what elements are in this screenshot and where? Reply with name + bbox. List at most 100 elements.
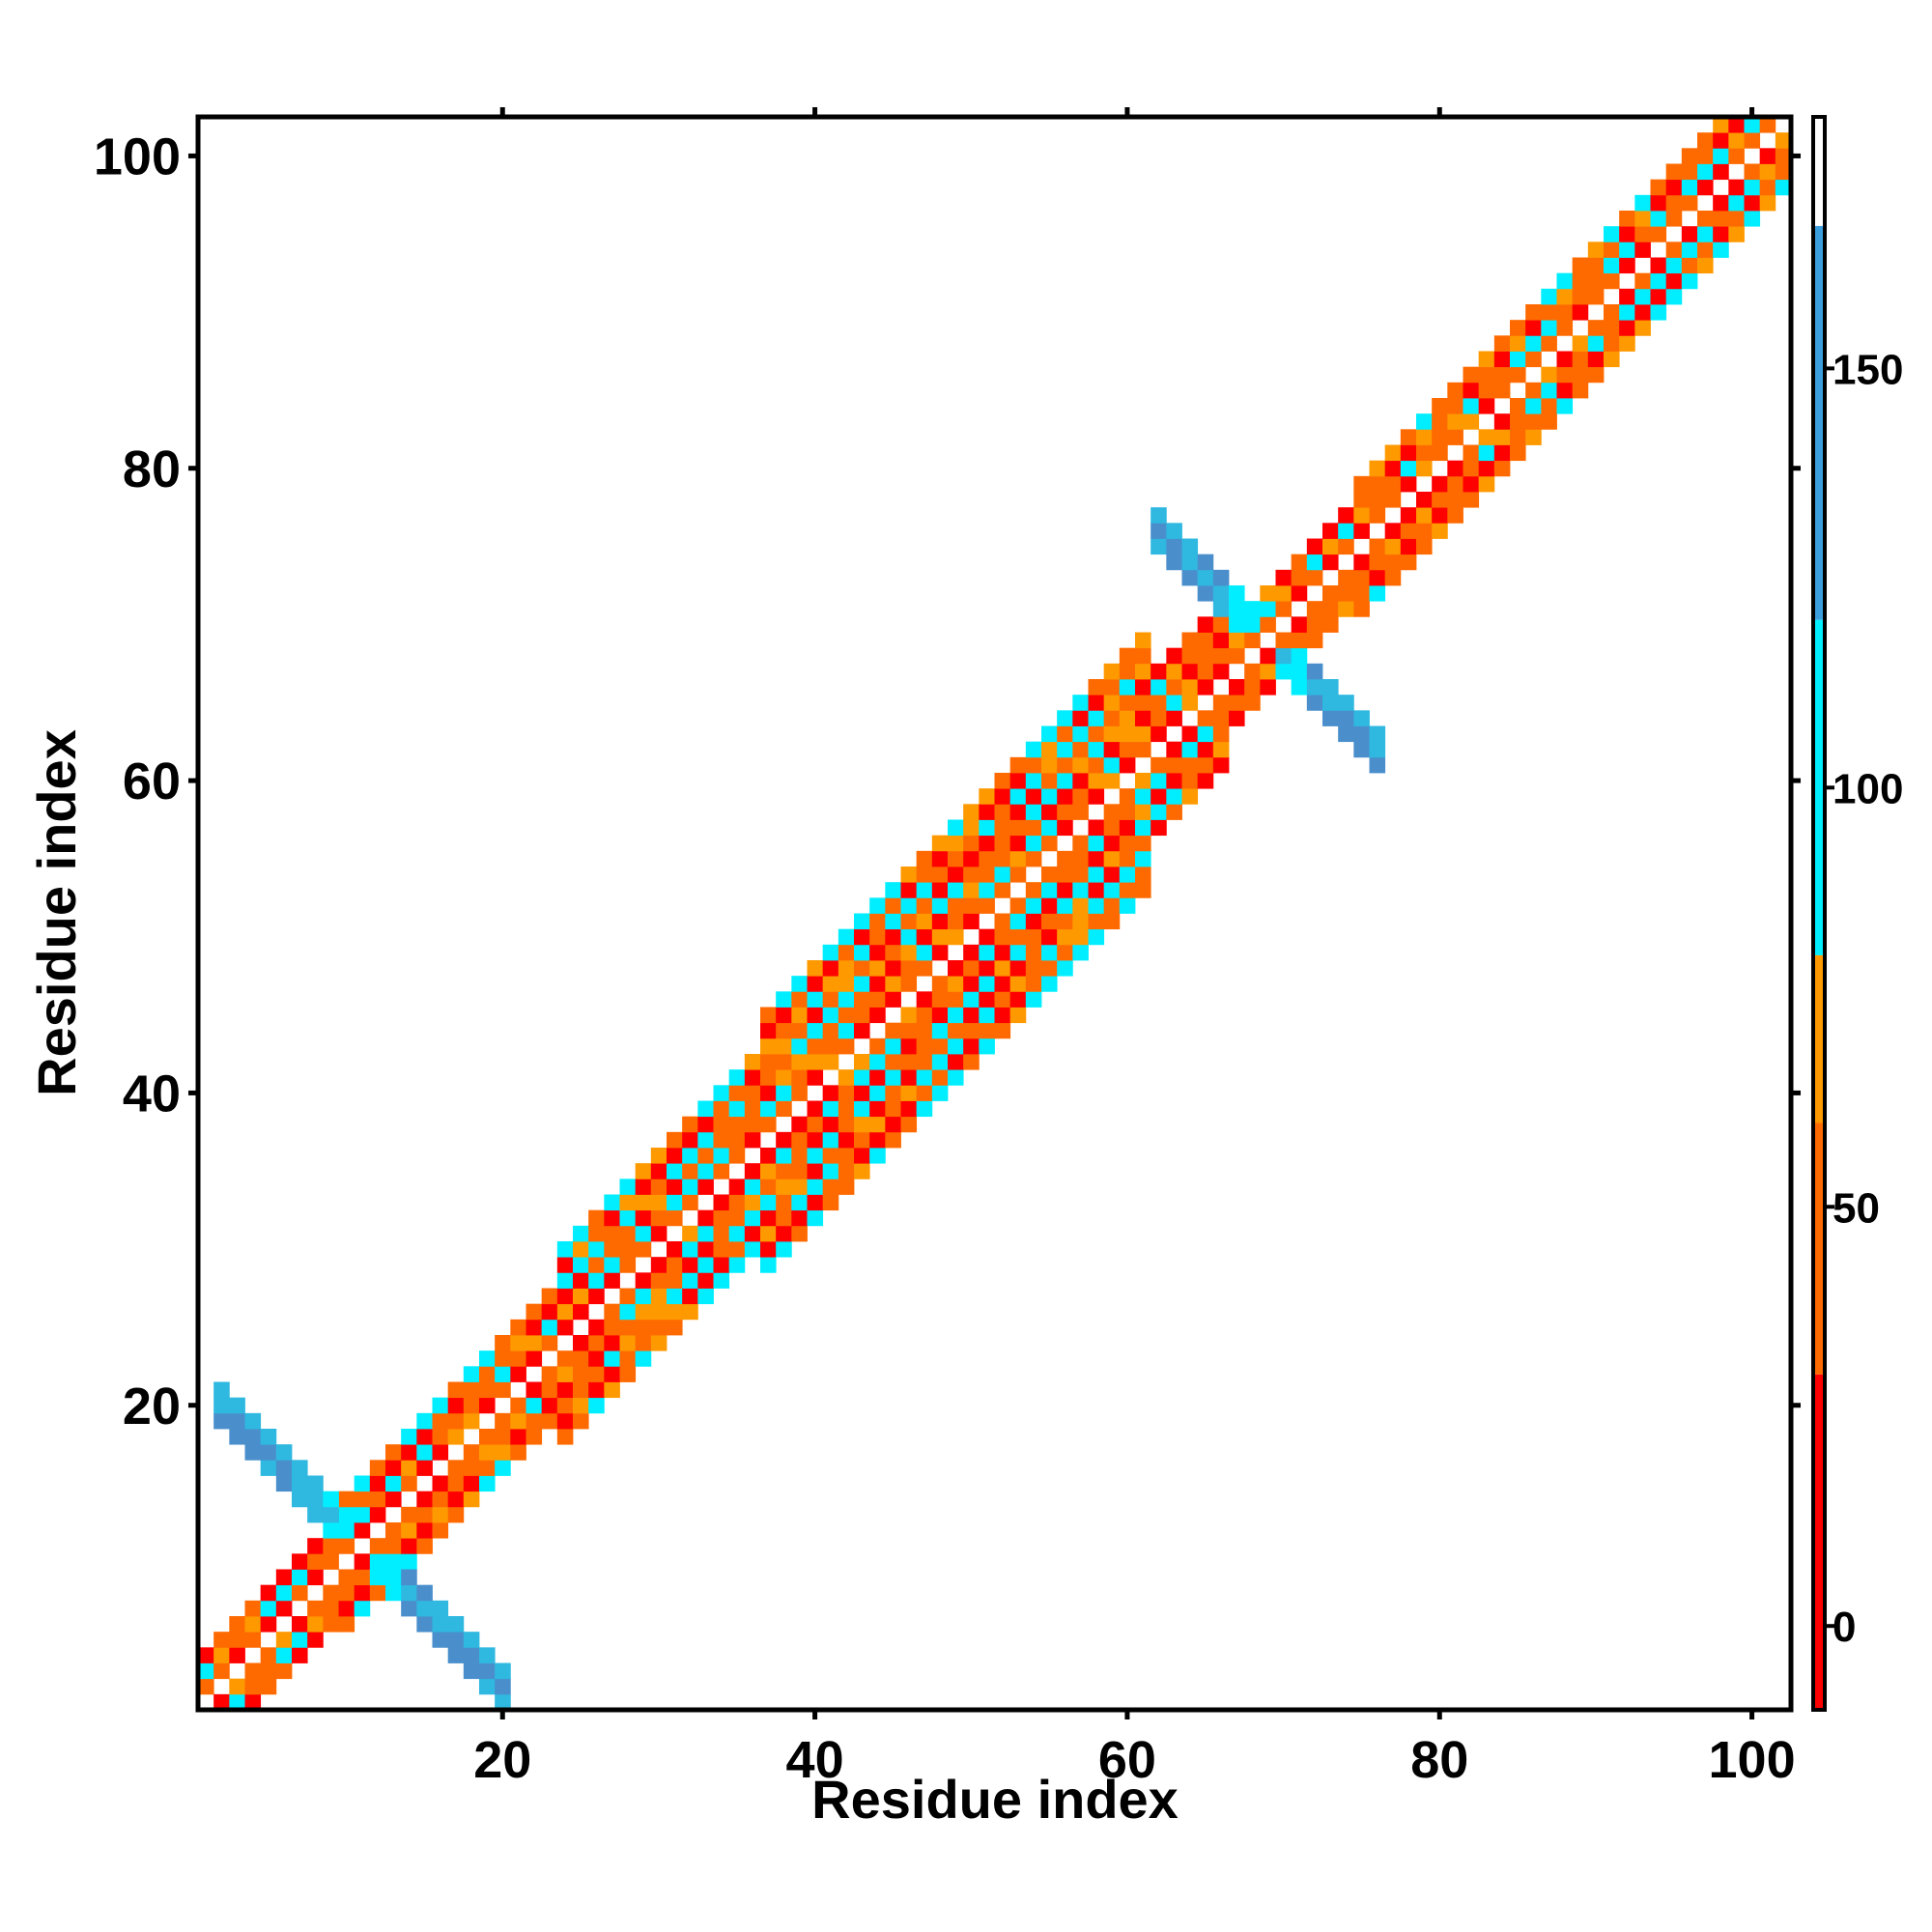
heatmap-cell <box>1009 928 1027 946</box>
heatmap-cell <box>1775 148 1792 164</box>
heatmap-cell <box>1088 819 1105 837</box>
heatmap-cell <box>1744 179 1761 196</box>
heatmap-cell <box>994 928 1011 946</box>
heatmap-cell <box>1057 960 1073 977</box>
y-tick-label: 40 <box>123 1065 181 1122</box>
heatmap-cell <box>213 1632 230 1648</box>
heatmap-cell <box>1432 475 1448 493</box>
heatmap-cell <box>1650 211 1667 227</box>
heatmap-cell <box>822 944 839 961</box>
heatmap-cell <box>463 1397 480 1414</box>
heatmap-cell <box>1478 475 1495 493</box>
heatmap-cell <box>1291 554 1308 571</box>
heatmap-cell <box>635 1319 652 1336</box>
heatmap-cell <box>728 1085 746 1101</box>
heatmap-cell <box>463 1444 480 1461</box>
heatmap-cell <box>728 1225 746 1242</box>
heatmap-cell <box>1447 398 1463 414</box>
heatmap-cell <box>416 1600 433 1617</box>
heatmap-cell <box>619 1366 637 1382</box>
heatmap-cell <box>1400 507 1417 524</box>
heatmap-cell <box>1166 695 1182 711</box>
heatmap-cell <box>369 1538 386 1554</box>
heatmap-cell <box>1556 272 1574 290</box>
heatmap-cell <box>869 1116 886 1133</box>
heatmap-cell <box>1181 679 1199 696</box>
heatmap-cell <box>495 1350 511 1367</box>
heatmap-cell <box>1353 507 1370 524</box>
heatmap-cell <box>1197 773 1214 789</box>
heatmap-cell <box>354 1600 371 1617</box>
heatmap-cell <box>1181 788 1199 805</box>
heatmap-cell <box>1260 616 1276 633</box>
heatmap-cell <box>541 1397 558 1414</box>
heatmap-cell <box>1197 585 1214 602</box>
heatmap-cell <box>1713 211 1729 227</box>
heatmap-cell <box>1119 647 1136 665</box>
heatmap-cell <box>1166 741 1182 758</box>
heatmap-cell <box>931 1037 949 1055</box>
heatmap-cell <box>1103 913 1121 930</box>
heatmap-cell <box>1166 773 1182 789</box>
heatmap-cell <box>1212 616 1230 633</box>
heatmap-cell <box>292 1616 308 1633</box>
heatmap-cell <box>1447 507 1463 524</box>
heatmap-cell <box>760 1179 777 1195</box>
heatmap-cell <box>1072 788 1089 805</box>
heatmap-cell <box>1072 695 1089 711</box>
heatmap-cell <box>1493 413 1511 430</box>
heatmap-cell <box>994 960 1011 977</box>
heatmap-cell <box>323 1553 339 1570</box>
heatmap-cell <box>275 1444 293 1461</box>
heatmap-cell <box>1447 460 1463 477</box>
heatmap-cell <box>1322 616 1339 633</box>
heatmap-cell <box>994 913 1011 930</box>
heatmap-cell <box>682 1116 698 1133</box>
heatmap-cell <box>588 1288 605 1305</box>
heatmap-cell <box>931 835 949 852</box>
heatmap-cell <box>1057 819 1073 837</box>
heatmap-cell <box>604 1257 620 1273</box>
heatmap-cell <box>838 1100 855 1118</box>
heatmap-cell <box>1135 773 1151 789</box>
heatmap-cell <box>479 1475 496 1492</box>
heatmap-cell <box>432 1412 449 1430</box>
heatmap-cell <box>994 835 1011 852</box>
heatmap-cell <box>1088 882 1105 898</box>
heatmap-cell <box>1041 913 1058 930</box>
heatmap-cell <box>1009 913 1027 930</box>
heatmap-cell <box>1197 741 1214 758</box>
heatmap-cell <box>900 928 918 946</box>
colorbar-tick-label: 0 <box>1833 1604 1856 1651</box>
heatmap-cell <box>1025 991 1042 1008</box>
heatmap-cell <box>1665 288 1683 305</box>
heatmap-cell <box>869 991 886 1008</box>
heatmap-cell <box>385 1475 402 1492</box>
heatmap-cell <box>275 1632 293 1648</box>
heatmap-cell <box>948 976 964 992</box>
heatmap-cell <box>1041 835 1058 852</box>
heatmap-cell <box>401 1475 417 1492</box>
heatmap-cell <box>1604 304 1620 321</box>
heatmap-cell <box>1135 695 1151 711</box>
heatmap-cell <box>1135 867 1151 883</box>
heatmap-cell <box>432 1397 449 1414</box>
heatmap-cell <box>1088 867 1105 883</box>
heatmap-cell <box>604 1303 620 1321</box>
heatmap-cell <box>994 788 1011 805</box>
heatmap-cell <box>1275 647 1293 665</box>
heatmap-cell <box>619 1257 637 1273</box>
heatmap-cell <box>1572 335 1589 352</box>
heatmap-cell <box>1744 132 1761 149</box>
heatmap-cell <box>1135 725 1151 743</box>
heatmap-cell <box>307 1491 324 1508</box>
x-axis: 20 40 60 80 100 <box>473 107 1796 1789</box>
heatmap-cell <box>760 1037 777 1055</box>
heatmap-cell <box>510 1366 526 1382</box>
heatmap-cell <box>1119 788 1136 805</box>
heatmap-cell <box>1009 897 1027 914</box>
heatmap-cell <box>1244 616 1261 633</box>
heatmap-cell <box>838 1069 855 1086</box>
heatmap-cell <box>573 1303 589 1321</box>
heatmap-cell <box>1510 429 1526 445</box>
